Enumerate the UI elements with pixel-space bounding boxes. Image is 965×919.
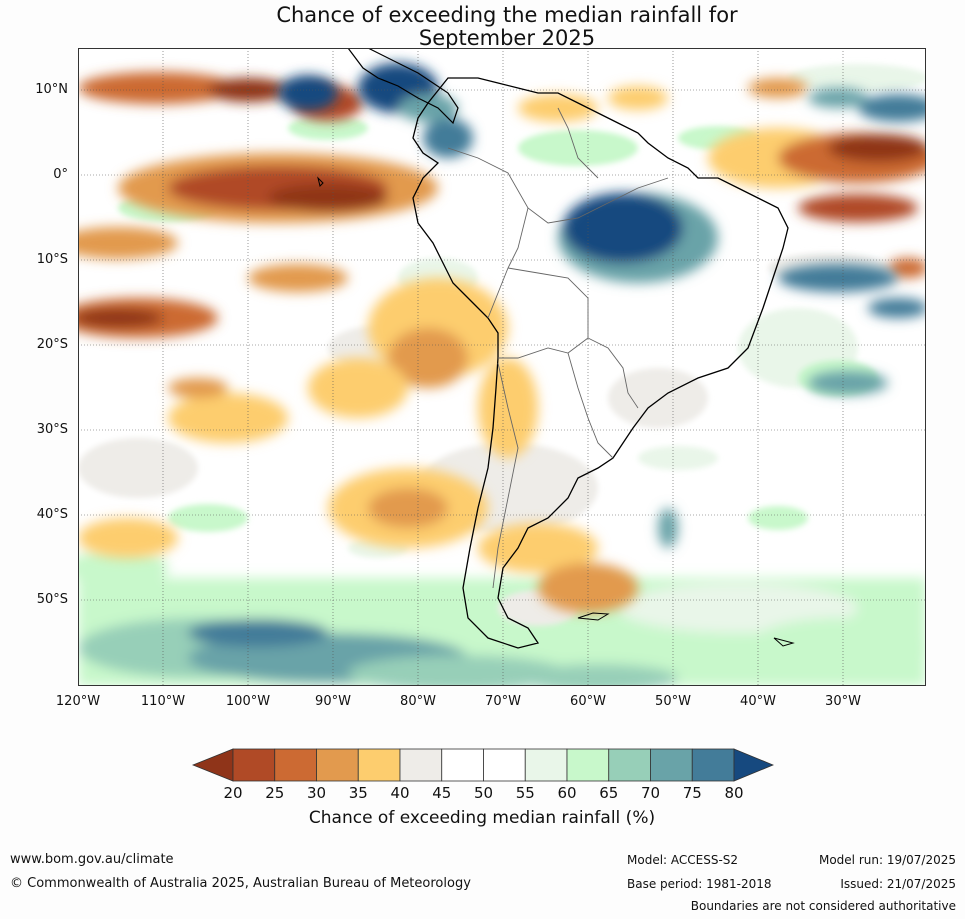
issued-text: Issued: 21/07/2025 [840, 877, 956, 891]
colorbar-cell [691, 748, 735, 782]
colorbar-cell [232, 748, 276, 782]
colorbar-tick-label: 30 [306, 784, 327, 802]
wet-anomalies [278, 63, 926, 548]
lon-label-40w: 40°W [740, 694, 776, 709]
rainfall-map [78, 48, 926, 686]
colorbar-title: Chance of exceeding median rainfall (%) [308, 808, 656, 828]
colorbar [192, 748, 774, 782]
colorbar-extend-high [733, 748, 774, 782]
lat-label-20s: 20°S [36, 337, 68, 352]
colorbar-cell [399, 748, 443, 782]
colorbar-tick-label: 60 [557, 784, 577, 802]
base-period-text: Base period: 1981-2018 [627, 877, 772, 891]
country-borders [447, 107, 669, 589]
copyright-text: © Commonwealth of Australia 2025, Austra… [10, 876, 471, 891]
model-text: Model: ACCESS-S2 [627, 853, 739, 867]
colorbar-tick-label: 65 [599, 784, 619, 802]
lon-label-100w: 100°W [225, 694, 271, 709]
colorbar-tick-label: 80 [724, 784, 744, 802]
colorbar-cell [316, 748, 359, 782]
lon-label-120w: 120°W [55, 694, 101, 709]
colorbar-tick-label: 70 [640, 784, 661, 802]
colorbar-cell [483, 748, 526, 782]
lon-label-80w: 80°W [400, 694, 436, 709]
lat-label-40s: 40°S [36, 507, 68, 522]
colorbar-tick-label: 25 [265, 784, 285, 802]
map-canvas [78, 48, 926, 686]
colorbar-cell [650, 748, 693, 782]
lat-label-10n: 10°N [35, 82, 68, 97]
southern-wet-anomaly [78, 548, 926, 686]
lat-label-10s: 10°S [36, 252, 68, 267]
website-link[interactable]: www.bom.gov.au/climate [10, 852, 174, 867]
title-line-2: September 2025 [418, 26, 596, 50]
colorbar-cell [608, 748, 651, 782]
colorbar-tick-label: 20 [223, 784, 243, 802]
south-america-coastline [412, 77, 789, 649]
colorbar-cell [524, 748, 568, 782]
lon-label-60w: 60°W [570, 694, 606, 709]
lon-label-90w: 90°W [315, 694, 351, 709]
colorbar-tick-label: 35 [348, 784, 368, 802]
colorbar-tick-label: 75 [682, 784, 702, 802]
title-line-1: Chance of exceeding the median rainfall … [276, 3, 738, 27]
colorbar-cell [357, 748, 401, 782]
graticule [78, 48, 926, 686]
lon-label-70w: 70°W [485, 694, 521, 709]
lon-label-50w: 50°W [655, 694, 691, 709]
colorbar-tick-label: 40 [390, 784, 410, 802]
lon-label-30w: 30°W [825, 694, 861, 709]
colorbar-cell [566, 748, 610, 782]
dry-anomalies [78, 72, 926, 613]
lat-label-50s: 50°S [36, 592, 68, 607]
central-america-coastline [347, 48, 459, 125]
colorbar-tick-label: 45 [432, 784, 452, 802]
colorbar-tick-label: 55 [515, 784, 535, 802]
lat-label-0: 0° [53, 167, 68, 182]
colorbar-cell [274, 748, 317, 782]
lon-label-110w: 110°W [140, 694, 186, 709]
lat-label-30s: 30°S [36, 422, 68, 437]
map-title: Chance of exceeding the median rainfall … [0, 4, 965, 50]
colorbar-cell [441, 748, 484, 782]
map-frame [78, 48, 926, 686]
islands [317, 176, 795, 647]
disclaimer-text: Boundaries are not considered authoritat… [690, 899, 956, 913]
colorbar-extend-low [192, 748, 234, 782]
colorbar-tick-label: 50 [473, 784, 494, 802]
model-run-text: Model run: 19/07/2025 [818, 853, 956, 867]
